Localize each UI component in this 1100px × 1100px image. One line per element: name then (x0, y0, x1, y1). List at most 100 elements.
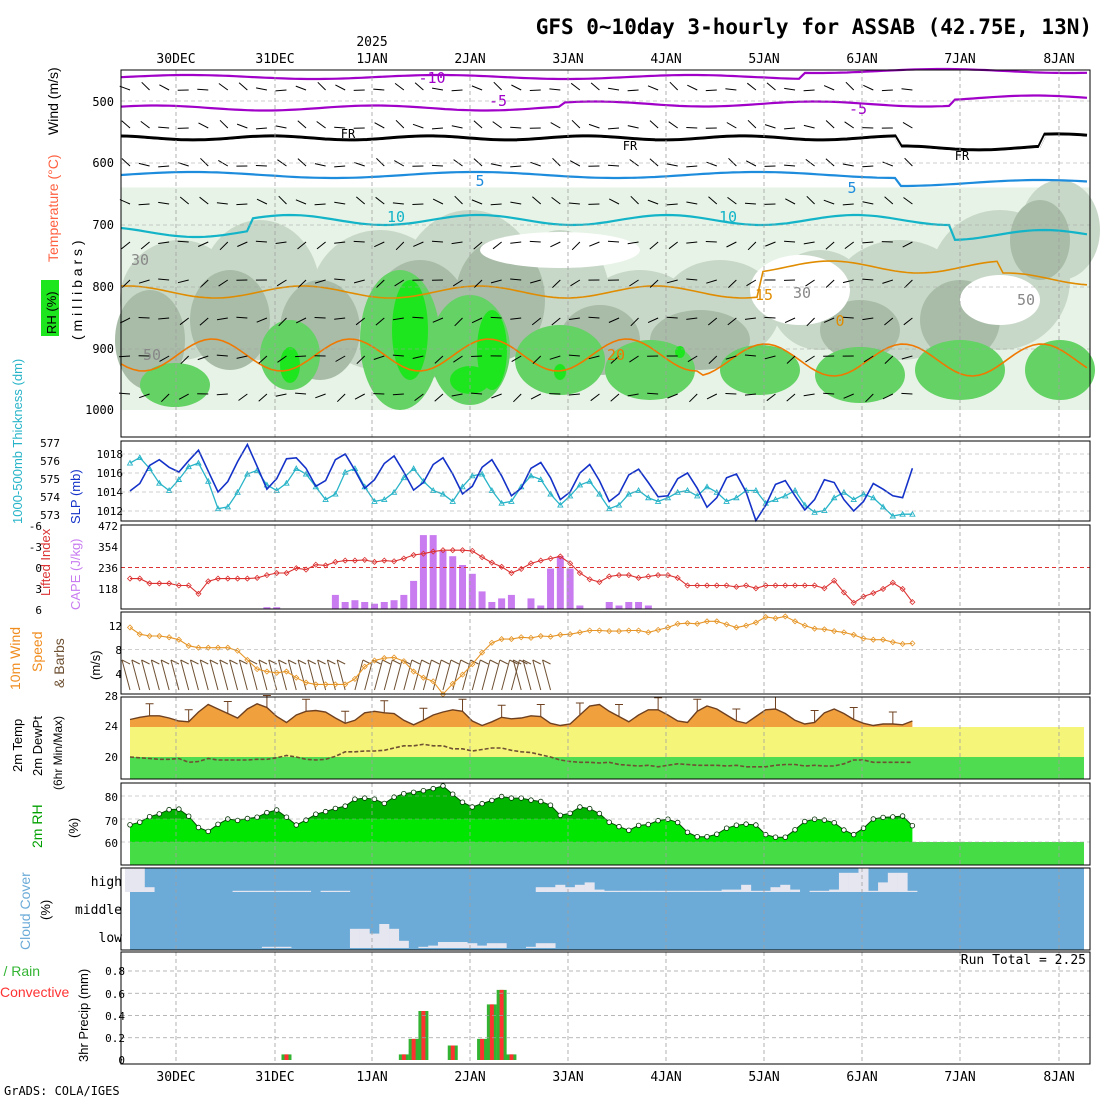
cape-bar (380, 602, 388, 609)
wind-point (175, 636, 182, 643)
wind-barb (412, 203, 424, 205)
li-tick: -6 (29, 520, 42, 533)
rh2m-point (137, 819, 143, 825)
cape-bar (498, 598, 506, 609)
cloud-panel-bg (130, 868, 1084, 950)
rh2m-point (313, 811, 319, 817)
wind-barb (571, 241, 581, 251)
wind-point (645, 629, 652, 636)
surface-barb-feather (190, 659, 199, 665)
li-point (479, 554, 486, 561)
wind-barb (275, 125, 287, 129)
thickness-point (693, 492, 701, 499)
date-label-top: 31DEC (255, 52, 294, 67)
thickness-point (772, 496, 779, 503)
li-point (322, 562, 329, 569)
li-point (410, 551, 417, 559)
wind-barb (255, 240, 267, 243)
thickness-point (410, 465, 417, 471)
rh-legend-swatch (41, 280, 59, 336)
li-point (439, 547, 447, 554)
wind-barb (471, 392, 483, 395)
wind-barb (728, 279, 737, 288)
surface-barb (150, 659, 160, 691)
cloud-high-bar (330, 890, 341, 892)
surface-barb (374, 659, 383, 691)
wind-barb (278, 317, 287, 327)
thickness-point (459, 483, 466, 490)
wind-barb (473, 120, 483, 129)
wind-barb (490, 316, 502, 319)
contour-label: 15 (755, 286, 773, 304)
li-point (420, 550, 427, 557)
wind-barb (549, 355, 561, 360)
wind-barb (589, 241, 600, 247)
temp2m-line (129, 703, 913, 727)
wind-barb (529, 240, 541, 243)
rh2m-point (890, 814, 896, 820)
rh2m-units: (%) (66, 818, 81, 838)
thickness-point (654, 497, 662, 504)
wind-barb (686, 241, 698, 244)
rh-blob-green (1025, 340, 1095, 400)
surface-barb-feather (480, 659, 489, 665)
wind-barb (353, 279, 365, 284)
surface-barb-feather (512, 659, 522, 665)
wind-barb (823, 392, 835, 395)
wind-barb (705, 89, 717, 92)
surface-barb-feather (411, 659, 421, 665)
wind-point (479, 649, 486, 656)
wind-barb (530, 161, 541, 167)
date-label-top: 8JAN (1043, 52, 1074, 67)
wind-barb (647, 199, 659, 205)
li-point (821, 585, 828, 592)
rh-clear-pocket (960, 275, 1040, 325)
date-label-top: 30DEC (156, 52, 195, 67)
wind-point (527, 634, 535, 641)
thickness-point (664, 494, 672, 501)
wind-barb (356, 355, 366, 365)
run-total-label: Run Total = 2.25 (961, 953, 1086, 968)
cloud-low-bar (281, 946, 292, 948)
temperature-axis-label: Temperature (°C) (45, 154, 61, 262)
wind-point (860, 635, 867, 642)
thickness-point (576, 481, 584, 488)
wind-barb (588, 123, 600, 129)
wind-barb (825, 279, 835, 288)
surface-barb (481, 659, 491, 691)
wind-barb (842, 163, 854, 167)
contour-label: 10 (719, 208, 737, 226)
li-point (567, 560, 574, 567)
thickness-point (429, 487, 437, 493)
wind-point (762, 613, 769, 621)
wind-point (332, 681, 339, 688)
wind-point (743, 622, 750, 629)
surface-barb-feather (297, 659, 307, 665)
precip-axis-label: 3hr Precip (mm) (76, 969, 91, 1062)
wind-barb (121, 241, 131, 250)
rh2m-point (626, 827, 632, 833)
cloud-high-bar (232, 890, 243, 892)
wind-point (263, 668, 270, 675)
wind-barb (375, 317, 385, 326)
wind-point (635, 627, 642, 634)
cloud-high-bar (682, 890, 693, 892)
wind-barb (803, 393, 815, 397)
wind-barb (607, 240, 620, 243)
wind-barb (745, 160, 757, 167)
wind-barb (431, 127, 444, 130)
wind-barb (238, 393, 248, 401)
wind-barb (728, 157, 737, 167)
rh2m-point (694, 834, 700, 840)
rh2m-point (146, 814, 153, 820)
wind-barb (630, 195, 639, 205)
date-label-top: 4JAN (650, 52, 681, 67)
wind-barb (686, 165, 698, 168)
thickness-point (488, 487, 496, 493)
wind-barb (216, 354, 228, 357)
wind-barb (511, 84, 522, 91)
isotherm-minus10 (120, 67, 1088, 81)
thickness-point (566, 492, 574, 499)
rh2m-point (851, 831, 857, 838)
thickness-point (371, 497, 378, 504)
